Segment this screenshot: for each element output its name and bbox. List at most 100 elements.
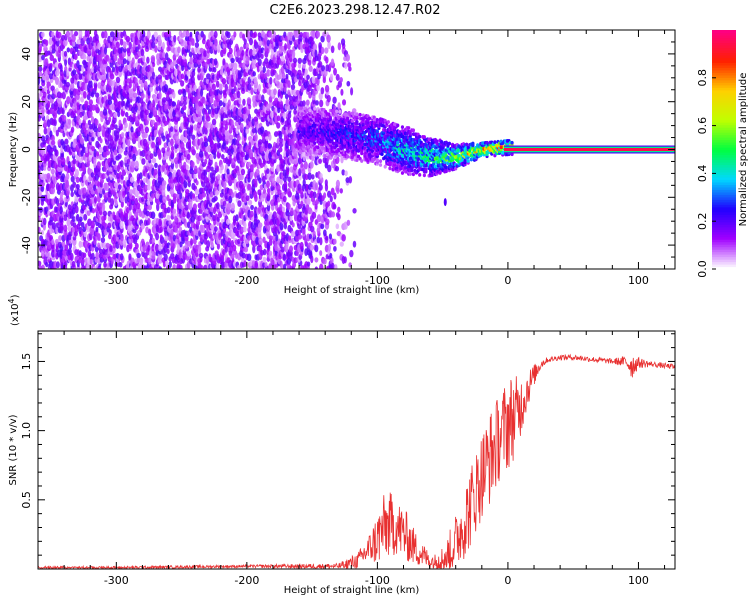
noise-blob bbox=[172, 208, 177, 214]
noise-blob bbox=[307, 172, 312, 181]
noise-blob bbox=[237, 238, 241, 245]
noise-blob bbox=[130, 126, 134, 133]
noise-blob bbox=[64, 58, 68, 67]
noise-blob bbox=[80, 96, 85, 103]
noise-blob bbox=[334, 165, 340, 172]
noise-blob bbox=[211, 118, 217, 126]
noise-blob bbox=[193, 165, 198, 174]
noise-blob bbox=[93, 81, 98, 89]
noise-blob bbox=[57, 166, 62, 173]
noise-blob bbox=[122, 41, 127, 49]
noise-blob bbox=[75, 176, 80, 183]
noise-blob bbox=[55, 261, 60, 269]
noise-blob bbox=[71, 34, 76, 43]
noise-blob bbox=[215, 202, 220, 210]
noise-blob bbox=[114, 124, 118, 130]
noise-blob bbox=[287, 203, 291, 210]
noise-blob bbox=[327, 200, 331, 207]
band-blob bbox=[316, 145, 320, 150]
noise-blob bbox=[134, 211, 139, 217]
noise-blob bbox=[54, 149, 59, 157]
noise-blob bbox=[70, 252, 74, 262]
noise-blob bbox=[90, 172, 95, 178]
noise-blob bbox=[320, 87, 325, 95]
noise-blob bbox=[128, 81, 132, 89]
noise-blob bbox=[215, 263, 220, 269]
noise-blob bbox=[109, 213, 113, 222]
noise-blob bbox=[230, 202, 235, 212]
noise-blob bbox=[55, 226, 59, 235]
noise-blob bbox=[72, 181, 77, 188]
noise-blob bbox=[340, 38, 346, 46]
noise-blob bbox=[319, 237, 323, 246]
chart-title: C2E6.2023.298.12.47.R02 bbox=[269, 3, 440, 18]
noise-blob bbox=[253, 31, 258, 38]
noise-blob bbox=[86, 93, 91, 101]
noise-blob bbox=[259, 126, 265, 134]
noise-blob bbox=[218, 100, 223, 107]
noise-blob bbox=[113, 91, 118, 99]
noise-blob bbox=[230, 119, 234, 127]
noise-blob bbox=[186, 250, 191, 257]
noise-blob bbox=[136, 39, 140, 46]
noise-blob bbox=[226, 168, 230, 175]
noise-blob bbox=[105, 150, 110, 156]
noise-blob bbox=[125, 35, 131, 43]
noise-blob bbox=[255, 168, 260, 176]
noise-blob bbox=[243, 260, 247, 268]
noise-blob bbox=[91, 208, 96, 214]
band-blob bbox=[320, 146, 325, 150]
noise-blob bbox=[66, 69, 70, 77]
noise-blob bbox=[48, 73, 53, 80]
noise-blob bbox=[319, 263, 324, 269]
noise-blob bbox=[73, 53, 78, 61]
noise-blob bbox=[227, 237, 232, 244]
noise-blob bbox=[190, 75, 195, 84]
noise-blob bbox=[231, 191, 235, 199]
noise-blob bbox=[68, 231, 73, 237]
noise-blob bbox=[195, 180, 199, 186]
noise-blob bbox=[40, 185, 45, 192]
noise-blob bbox=[140, 92, 145, 99]
noise-blob bbox=[312, 191, 317, 199]
noise-blob bbox=[253, 76, 258, 84]
noise-blob bbox=[339, 241, 344, 247]
noise-blob bbox=[226, 31, 231, 39]
noise-blob bbox=[86, 256, 91, 265]
noise-blob bbox=[98, 253, 103, 259]
noise-blob bbox=[245, 42, 249, 49]
noise-blob bbox=[191, 47, 195, 54]
noise-blob bbox=[103, 254, 107, 260]
noise-blob bbox=[122, 239, 127, 245]
noise-blob bbox=[125, 206, 130, 214]
noise-blob bbox=[74, 30, 79, 37]
noise-blob bbox=[53, 260, 58, 269]
noise-blob bbox=[216, 174, 221, 180]
noise-blob bbox=[161, 51, 166, 58]
noise-blob bbox=[107, 222, 112, 229]
noise-blob bbox=[268, 250, 273, 256]
noise-blob bbox=[91, 136, 95, 142]
noise-blob bbox=[206, 240, 211, 249]
noise-blob bbox=[246, 253, 252, 262]
noise-blob bbox=[109, 31, 115, 38]
band-blob bbox=[300, 112, 304, 117]
noise-blob bbox=[113, 149, 118, 156]
noise-blob bbox=[323, 192, 327, 199]
noise-blob bbox=[286, 118, 291, 126]
noise-blob bbox=[44, 58, 49, 67]
noise-blob bbox=[49, 130, 53, 138]
noise-blob bbox=[170, 126, 174, 132]
noise-blob bbox=[352, 207, 357, 214]
noise-blob bbox=[96, 151, 100, 157]
band-blob bbox=[302, 152, 306, 157]
noise-blob bbox=[316, 30, 321, 38]
noise-blob bbox=[113, 54, 118, 62]
noise-blob bbox=[41, 31, 45, 38]
noise-blob bbox=[141, 158, 146, 165]
noise-blob bbox=[38, 132, 42, 142]
noise-blob bbox=[64, 65, 68, 72]
noise-blob bbox=[53, 118, 57, 127]
noise-blob bbox=[249, 37, 254, 46]
noise-blob bbox=[299, 32, 304, 38]
